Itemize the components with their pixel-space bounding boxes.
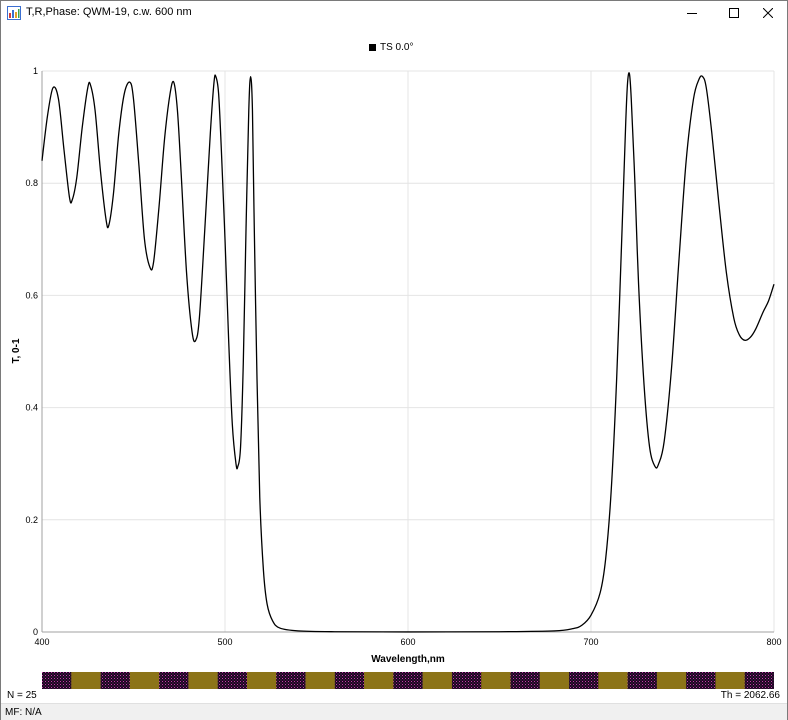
x-tick-label: 500 [217,637,232,647]
minimize-icon [687,13,697,14]
layer-segment [100,672,131,689]
layer-segment [393,672,423,689]
layer-segment [627,672,658,689]
layer-count: N = 25 [7,690,37,701]
layer-segment [246,672,277,689]
window-title: T,R,Phase: QWM-19, c.w. 600 nm [26,6,192,18]
y-tick-label: 1 [33,66,38,76]
maximize-button[interactable] [715,1,753,25]
layer-segment [364,672,394,689]
y-tick-label: 0.2 [25,515,38,525]
series-line-ts [41,72,775,633]
layer-segment [276,672,306,689]
transmittance-chart[interactable]: 400 500 600 700 800 0 0.2 0.4 0.6 0.8 1 Wavelength… [1,1,787,665]
y-axis-label: T, 0-1 [11,338,22,363]
layer-segment [715,672,746,689]
layer-segment [305,672,336,689]
layer-segment [598,672,628,689]
merit-function: MF: N/A [5,707,42,718]
layer-structure-bar [42,672,774,689]
close-button[interactable] [749,1,787,25]
total-thickness: Th = 2062.66 [720,690,780,701]
layer-segment [510,672,541,689]
legend-label: TS 0.0° [380,42,414,53]
maximize-icon [729,8,739,18]
y-tick-label: 0 [33,627,38,637]
y-tick-label: 0.8 [25,178,38,188]
layer-segment [188,672,218,689]
layer-segment [744,672,774,689]
y-tick-label: 0.4 [25,403,38,413]
x-tick-label: 700 [583,637,598,647]
minimize-button[interactable] [673,1,711,25]
app-chart-icon[interactable] [7,6,21,20]
layer-segment [422,672,453,689]
layer-segment [686,672,716,689]
x-tick-label: 600 [400,637,415,647]
y-tick-label: 0.6 [25,290,38,300]
x-tick-label: 400 [34,637,49,647]
layer-segment [656,672,687,689]
layer-segment [481,672,511,689]
layer-segment [217,672,248,689]
x-axis-label: Wavelength,nm [371,654,445,665]
layer-segment [569,672,599,689]
close-icon [763,8,773,18]
layer-segment [539,672,570,689]
layer-segment [129,672,160,689]
title-bar[interactable]: T,R,Phase: QWM-19, c.w. 600 nm [1,1,787,25]
status-bar: MF: N/A [1,703,787,720]
layer-segment [71,672,101,689]
layer-segment [334,672,365,689]
layer-segment [42,672,72,689]
layer-segment [451,672,482,689]
legend-swatch [369,44,376,51]
chart-legend[interactable]: TS 0.0° [369,42,413,53]
x-tick-label: 800 [766,637,781,647]
layer-segment [159,672,189,689]
